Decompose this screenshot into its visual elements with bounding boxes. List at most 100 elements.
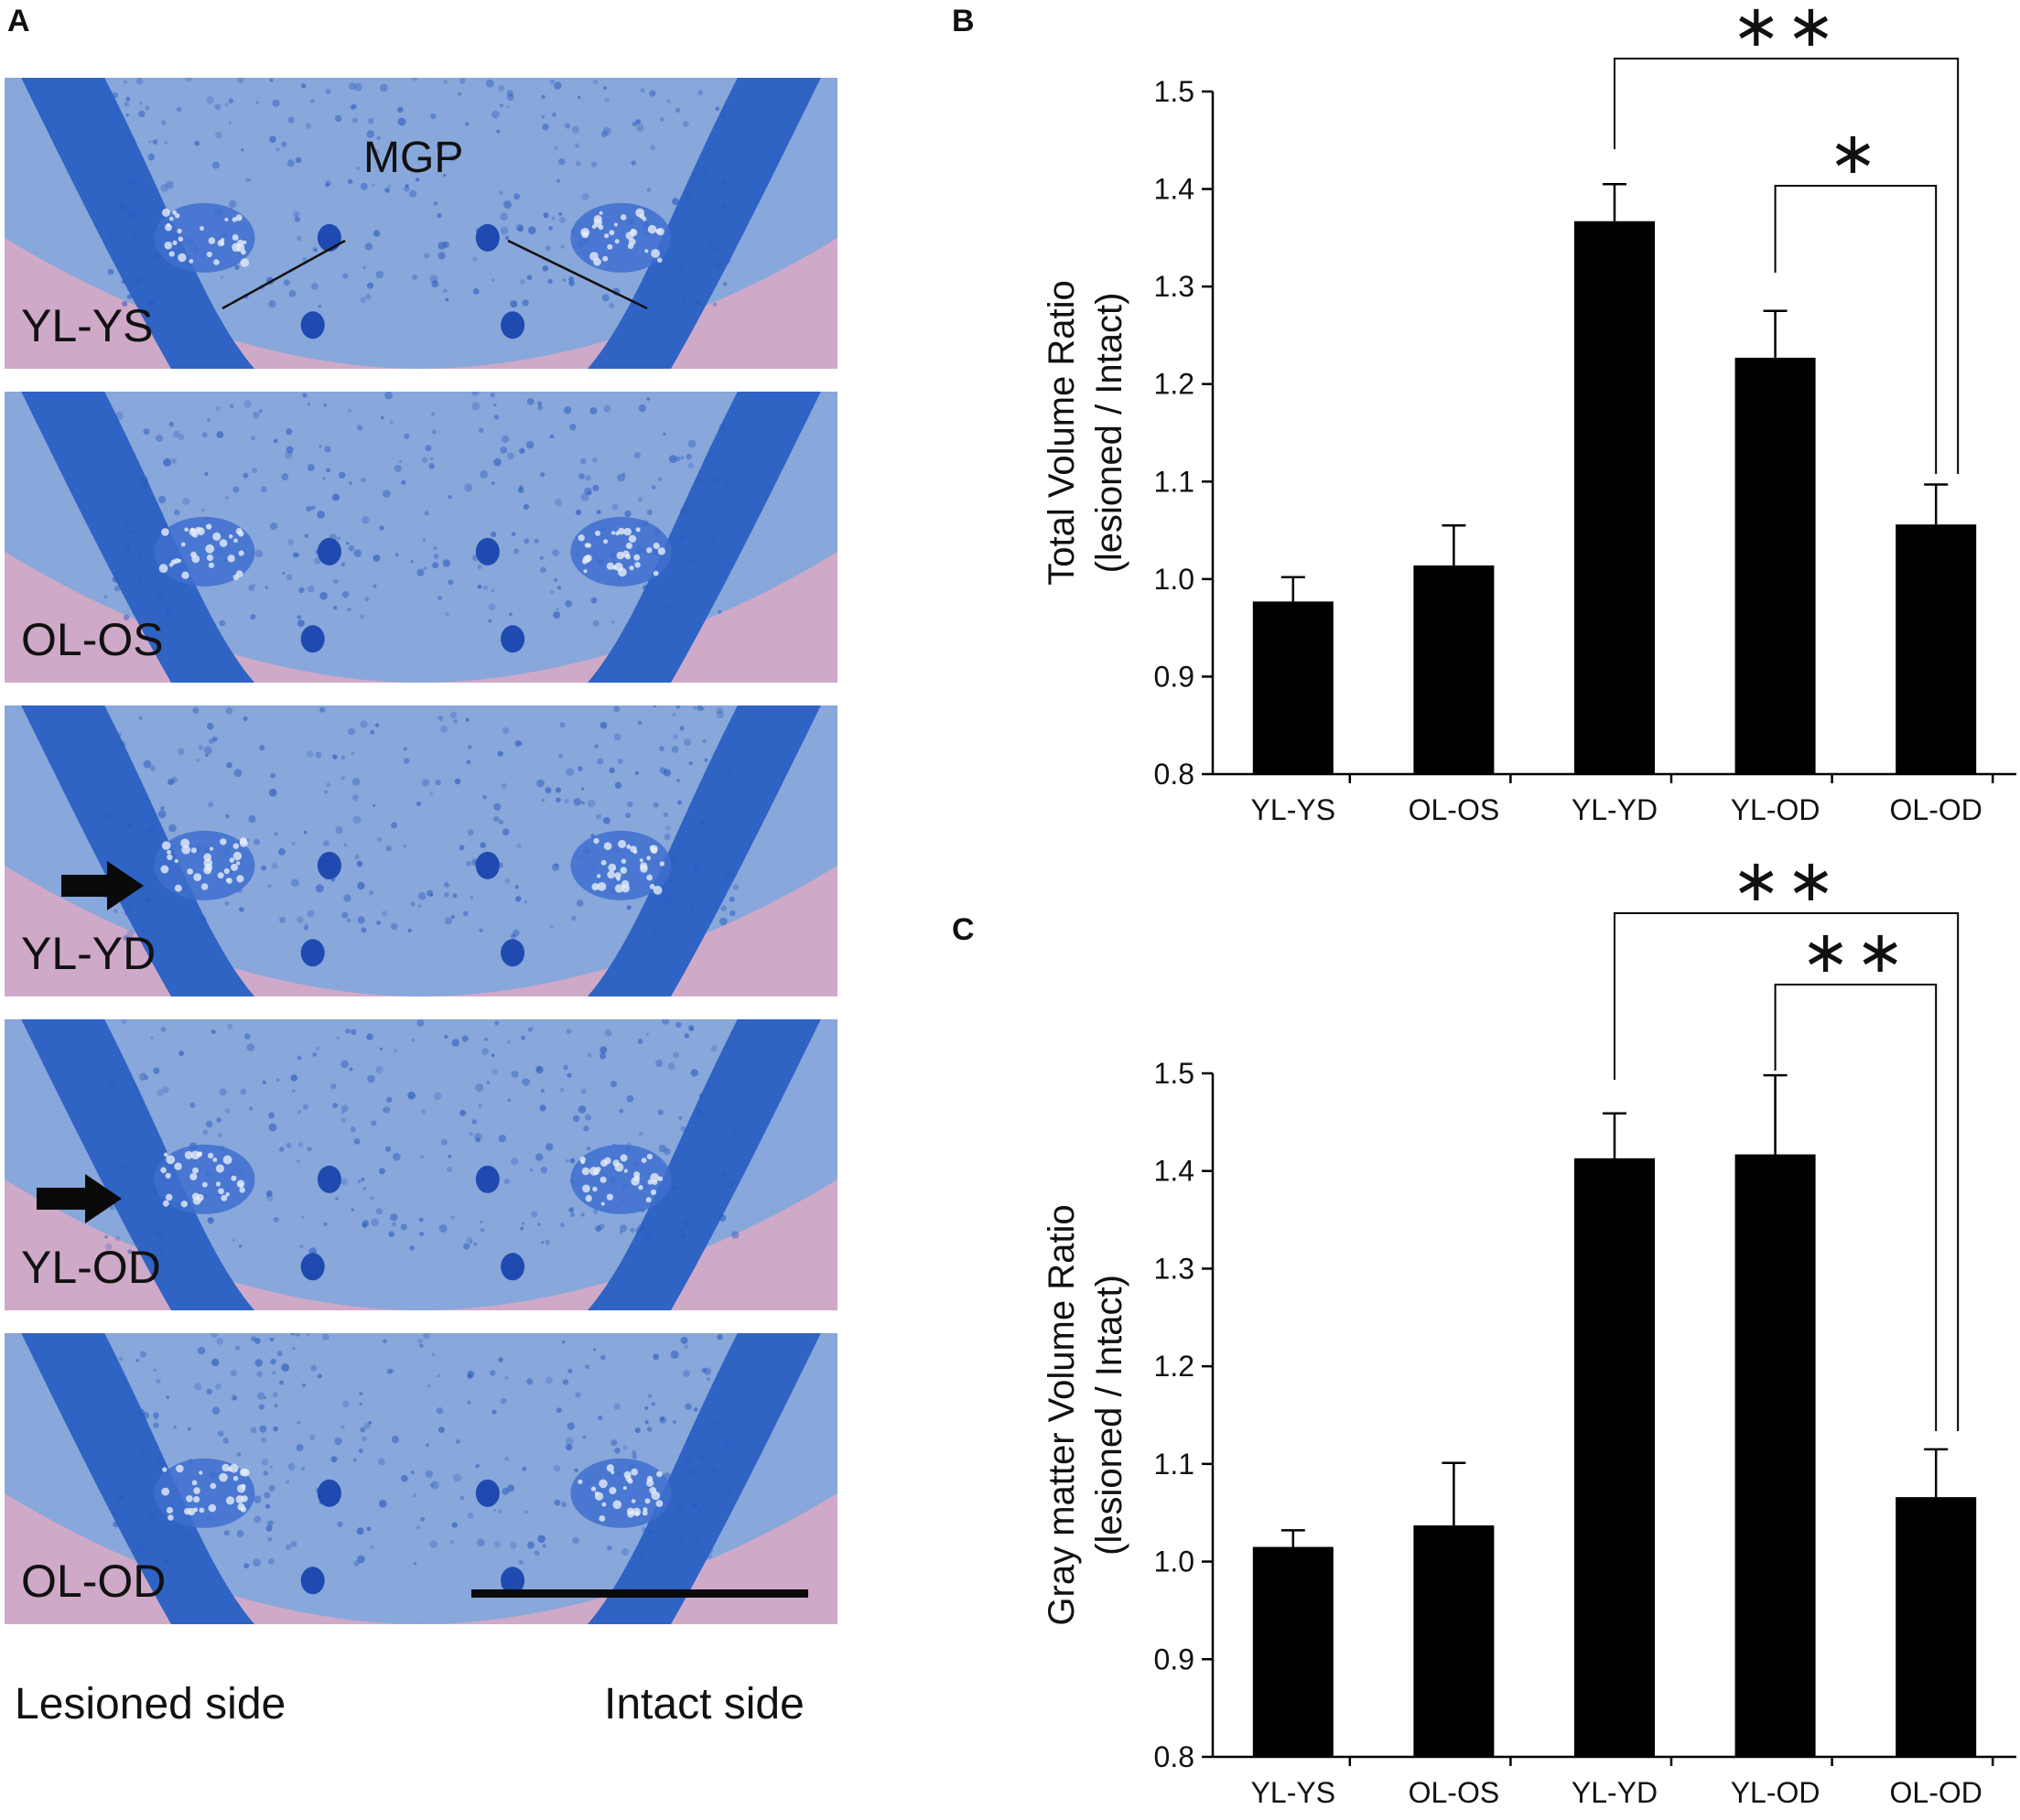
tissue-speck	[322, 477, 326, 480]
tissue-speck	[497, 750, 503, 757]
tissue-speck	[281, 473, 289, 481]
tissue-speck	[121, 1019, 127, 1024]
tissue-speck	[143, 428, 150, 436]
tissue-speck	[609, 767, 615, 774]
tissue-speck	[718, 1439, 721, 1443]
tissue-speck	[122, 1134, 125, 1137]
tissue-speck	[703, 1119, 709, 1125]
tissue-speck	[339, 471, 346, 479]
mgp-lattice-hole	[646, 856, 652, 861]
tissue-speck	[201, 432, 208, 438]
tissue-speck	[521, 1035, 526, 1040]
tissue-speck	[163, 1557, 169, 1564]
tissue-speck	[600, 1354, 606, 1361]
significance-stars: ∗∗	[1732, 851, 1841, 913]
tissue-speck	[303, 830, 308, 835]
tissue-speck	[466, 1237, 473, 1244]
tissue-speck	[491, 1409, 497, 1415]
tissue-speck	[426, 1443, 429, 1447]
tissue-speck	[107, 268, 114, 275]
mgp-lattice-hole	[180, 838, 190, 848]
tissue-speck	[687, 439, 697, 448]
tissue-speck	[233, 769, 243, 778]
tissue-speck	[309, 1434, 316, 1440]
panel-a-letter: A	[7, 4, 30, 38]
mgp-lattice-hole	[172, 240, 178, 245]
tissue-speck	[726, 1075, 730, 1080]
tissue-speck	[222, 1438, 230, 1444]
tissue-speck	[514, 885, 519, 889]
mgp-lattice-hole	[623, 1168, 628, 1173]
tissue-speck	[554, 577, 558, 582]
tissue-speck	[349, 481, 352, 485]
tissue-speck	[113, 1521, 120, 1528]
tissue-speck	[182, 497, 190, 505]
tissue-speck	[390, 1213, 398, 1222]
tissue-speck	[141, 929, 146, 932]
tissue-speck	[499, 190, 503, 195]
tissue-speck	[680, 507, 688, 515]
tissue-speck	[693, 916, 699, 922]
mgp-lattice-hole	[646, 1479, 654, 1487]
mgp-lattice-hole	[657, 547, 665, 555]
tissue-speck	[668, 899, 675, 906]
tissue-speck	[619, 1108, 624, 1114]
tissue-speck	[358, 1448, 363, 1454]
tissue-speck	[118, 740, 126, 748]
mgp-lattice-hole	[161, 1487, 170, 1496]
tissue-speck	[541, 798, 546, 802]
tissue-speck	[332, 1103, 338, 1109]
tissue-speck	[407, 928, 412, 932]
mgp-lattice-hole	[225, 1192, 230, 1197]
tissue-speck	[581, 192, 589, 201]
tissue-speck	[127, 146, 131, 150]
tissue-speck	[215, 131, 222, 139]
tissue-nucleus	[501, 1567, 525, 1595]
tissue-speck	[216, 431, 224, 438]
tissue-speck	[481, 1048, 489, 1055]
tissue-speck	[571, 125, 579, 134]
tissue-speck	[251, 467, 258, 474]
tissue-speck	[638, 1553, 643, 1558]
tissue-speck	[341, 591, 350, 598]
tissue-speck	[286, 1142, 292, 1148]
tissue-speck	[507, 1484, 515, 1492]
tissue-speck	[719, 1519, 724, 1524]
tissue-speck	[149, 1512, 156, 1518]
mgp-lattice-hole	[592, 1186, 598, 1192]
x-tick-label: OL-OD	[1890, 1776, 1982, 1809]
tissue-speck	[115, 412, 124, 420]
mgp-lattice-hole	[184, 527, 189, 533]
tissue-speck	[168, 824, 177, 833]
mgp-lattice-hole	[625, 542, 633, 550]
tissue-speck	[427, 1384, 431, 1388]
tissue-speck	[318, 305, 322, 308]
tissue-speck	[686, 453, 693, 460]
y-tick-label: 1.5	[1154, 75, 1194, 108]
mgp-lattice-hole	[160, 865, 169, 874]
tissue-speck	[732, 806, 737, 810]
tissue-speck	[716, 1521, 720, 1526]
micrograph-label: YL-OD	[21, 1242, 161, 1293]
stained-tract-left	[21, 705, 255, 996]
tissue-speck	[250, 1427, 257, 1434]
tissue-region	[5, 1019, 837, 1310]
mgp-lattice-hole	[621, 884, 631, 893]
tissue-speck	[634, 1427, 641, 1434]
bar	[1413, 565, 1495, 774]
tissue-speck	[113, 585, 121, 592]
tissue-speck	[529, 1168, 534, 1172]
mgp-lattice-hole	[582, 1184, 590, 1193]
tissue-speck	[513, 548, 520, 555]
bar	[1413, 1525, 1495, 1757]
tissue-speck	[514, 740, 522, 747]
tissue-nucleus	[501, 1253, 525, 1281]
tissue-speck	[671, 859, 677, 867]
tissue-speck	[670, 1350, 679, 1359]
tissue-speck	[405, 184, 409, 188]
tissue-speck	[239, 907, 244, 912]
tissue-speck	[676, 779, 680, 782]
tissue-speck	[459, 1109, 466, 1116]
tissue-speck	[570, 1212, 575, 1218]
tissue-speck	[340, 1178, 348, 1186]
